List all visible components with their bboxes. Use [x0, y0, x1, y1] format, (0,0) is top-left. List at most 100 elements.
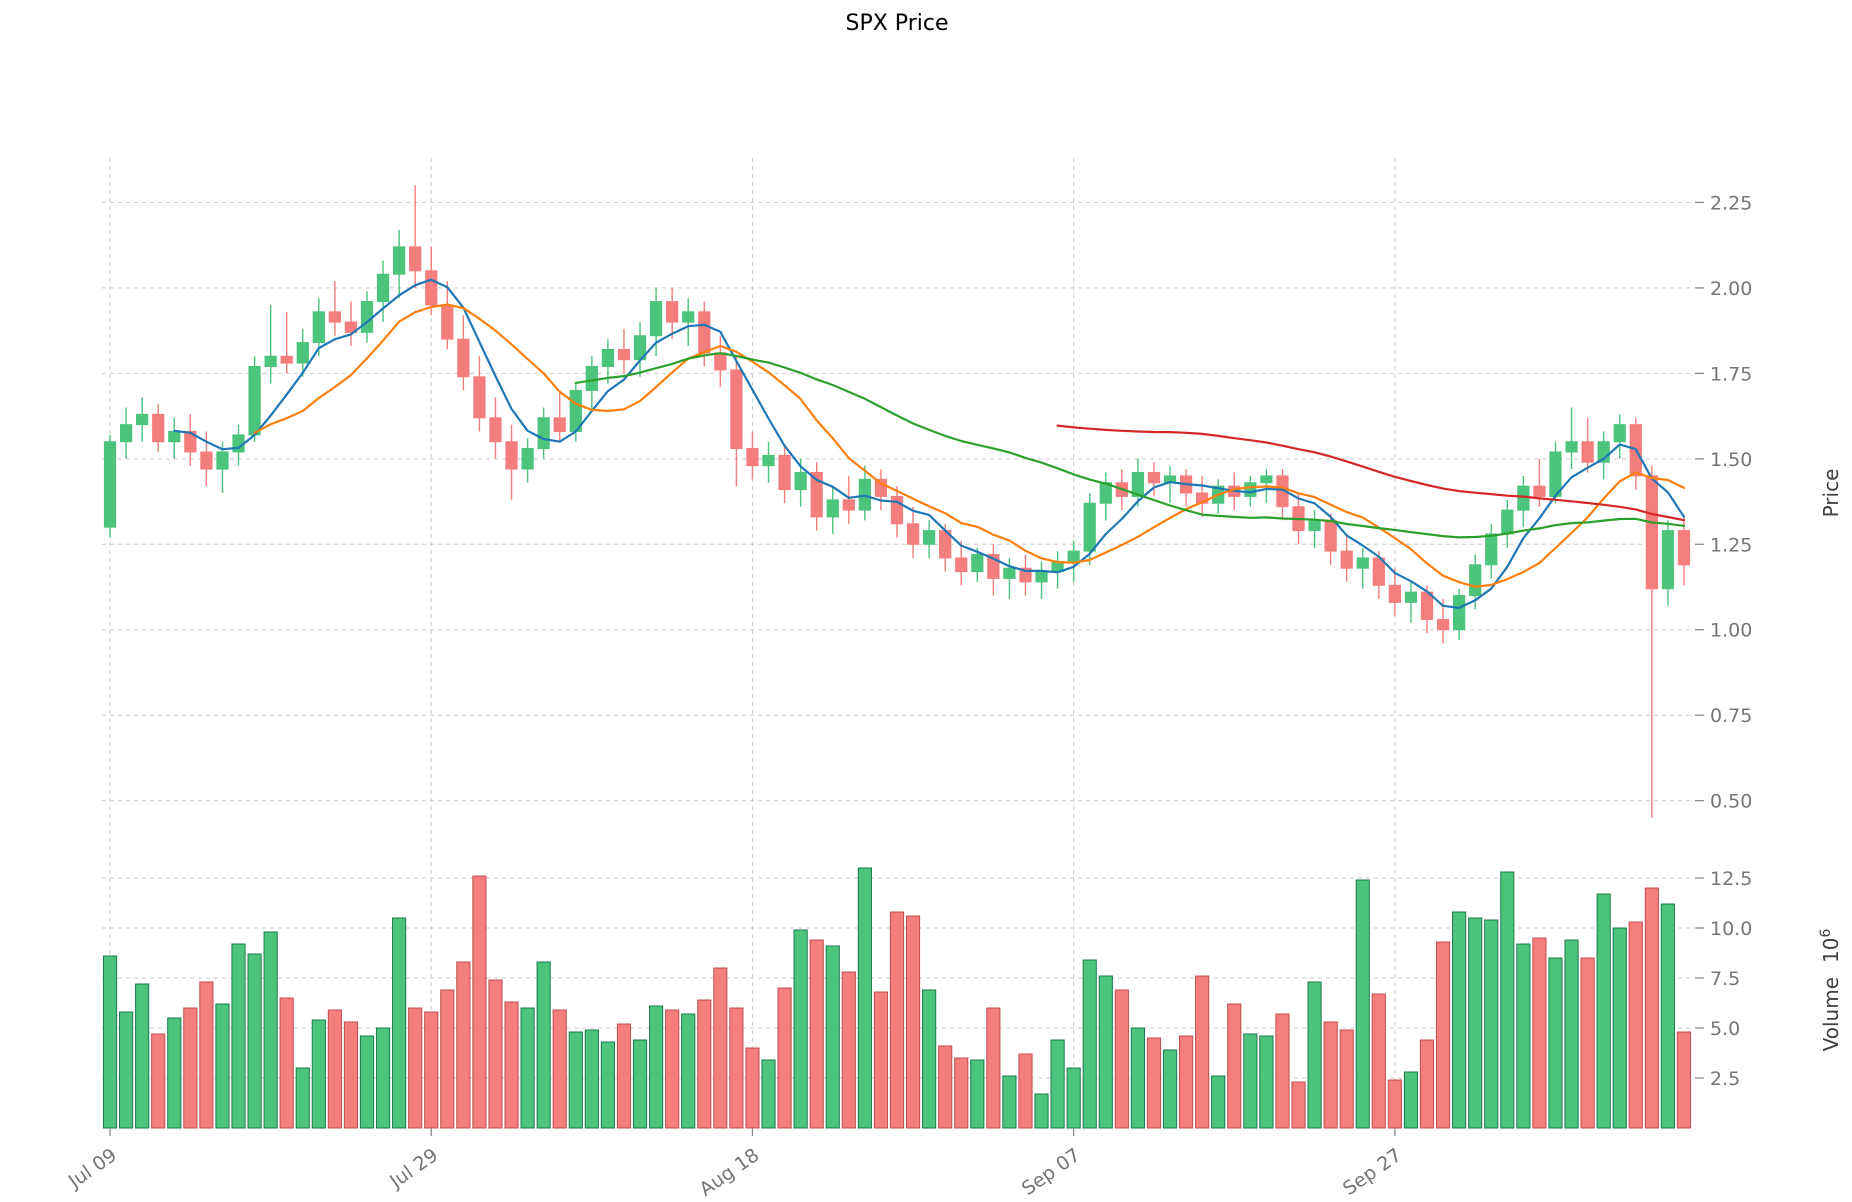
candle-body: [649, 301, 663, 337]
candle-body: [216, 451, 229, 470]
volume-axis-unit-exponent: 6: [1818, 929, 1834, 938]
candle-body: [136, 413, 149, 426]
candle: [119, 407, 133, 459]
candle-body: [714, 352, 727, 371]
candle: [955, 540, 968, 586]
candle: [521, 438, 534, 483]
volume-bar: [665, 1009, 680, 1129]
candle-body: [1485, 533, 1498, 566]
volume-bar: [424, 1011, 439, 1129]
volume-bar: [1066, 1067, 1081, 1129]
candle: [1099, 472, 1112, 521]
volume-bar: [922, 989, 937, 1129]
candle-body: [537, 417, 550, 450]
volume-bar: [1564, 939, 1579, 1129]
volume-bar: [359, 1035, 375, 1129]
volume-bar: [889, 911, 905, 1129]
volume-bar: [1098, 975, 1113, 1129]
candle: [168, 417, 181, 459]
candle: [1196, 475, 1209, 517]
chart-render-root: 0.50 0.75 1.00 1.25 1.50 1.75 2.00 2.25 Price 2.5…: [64, 158, 1843, 1201]
candle: [1517, 475, 1530, 528]
candle-body: [312, 311, 325, 344]
candle-body: [1083, 502, 1096, 552]
volume-tick-label: 2.5: [1710, 1068, 1740, 1090]
candle-body: [152, 413, 165, 443]
candle: [103, 434, 117, 538]
candle: [152, 404, 165, 452]
candle-body: [184, 430, 197, 453]
volume-bar: [1371, 993, 1386, 1129]
volume-bar: [713, 967, 728, 1129]
volume-bar: [1500, 871, 1515, 1129]
candle: [1404, 581, 1418, 623]
volume-bar: [954, 1057, 969, 1129]
volume-bar: [151, 1033, 166, 1129]
candle: [360, 291, 374, 343]
volume-bar: [1275, 1013, 1290, 1129]
volume-bar: [777, 987, 792, 1129]
volume-bar: [1532, 937, 1547, 1129]
candle-body: [1308, 519, 1321, 532]
candle-body: [376, 273, 390, 303]
volume-bar: [1339, 1029, 1354, 1129]
candle: [473, 356, 486, 432]
candle-body: [1565, 441, 1578, 453]
candle: [874, 469, 888, 511]
volume-bar: [231, 943, 246, 1129]
candle: [714, 335, 727, 388]
candle-body: [1356, 557, 1369, 569]
candle-body: [521, 448, 534, 470]
volume-bar: [729, 1007, 744, 1129]
volume-bar: [135, 983, 150, 1129]
volume-bar: [793, 929, 808, 1129]
volume-bar: [600, 1041, 615, 1129]
candle-body: [441, 304, 454, 340]
x-tick-label: Sep 07: [1018, 1144, 1085, 1200]
candle-body: [1613, 424, 1626, 443]
candle-body: [1581, 441, 1594, 463]
volume-bar: [1082, 959, 1097, 1129]
volume-bar: [873, 991, 889, 1129]
candle-body: [1260, 475, 1273, 484]
candle: [1019, 554, 1032, 596]
volume-bar: [1114, 989, 1129, 1129]
volume-bar: [215, 1003, 230, 1129]
candle-body: [1131, 471, 1145, 497]
volume-tick-label: 5.0: [1710, 1018, 1740, 1040]
volume-bar: [1130, 1027, 1145, 1129]
candle: [1597, 431, 1610, 480]
candle: [489, 397, 502, 459]
volume-bar: [1628, 921, 1643, 1129]
ma-line-ma60: [1056, 424, 1686, 522]
candle: [923, 520, 936, 558]
volume-bar: [1259, 1035, 1274, 1129]
x-tick-label: Aug 18: [696, 1144, 764, 1201]
candle-body: [328, 311, 341, 323]
volume-bar: [327, 1009, 342, 1129]
candle: [890, 486, 904, 538]
volume-bar: [970, 1059, 985, 1129]
chart-title: SPX Price: [846, 11, 949, 36]
volume-bar: [456, 961, 471, 1129]
volume-bar: [1676, 1031, 1692, 1129]
volume-bar: [1612, 927, 1627, 1129]
candle: [730, 356, 743, 487]
volume-axis: 2.5 5.0 7.5 10.0 12.5 Volume 106: [1695, 868, 1843, 1090]
volume-bar: [472, 875, 487, 1129]
volume-bar: [408, 1007, 423, 1129]
candle: [826, 486, 839, 535]
price-axis-label: Price: [1819, 469, 1843, 518]
candle: [1629, 417, 1642, 490]
candle: [1645, 465, 1658, 818]
candle-body: [874, 478, 888, 497]
candle: [746, 431, 759, 480]
volume-bar: [1162, 1049, 1178, 1129]
candle-body: [1244, 482, 1257, 497]
volume-bar: [857, 867, 872, 1129]
candle-body: [698, 311, 711, 354]
volume-bar: [1644, 887, 1659, 1129]
candle-body: [1501, 509, 1514, 535]
volume-bar: [584, 1029, 599, 1129]
